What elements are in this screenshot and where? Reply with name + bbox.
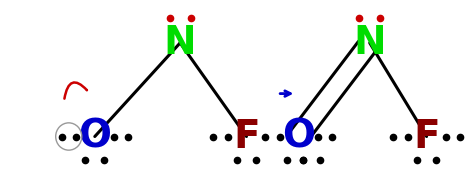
Text: O: O	[282, 118, 315, 155]
Text: N: N	[354, 24, 386, 62]
Text: F: F	[413, 118, 440, 155]
Text: O: O	[78, 118, 111, 155]
FancyArrowPatch shape	[64, 82, 87, 99]
Text: N: N	[164, 24, 196, 62]
Text: F: F	[233, 118, 260, 155]
